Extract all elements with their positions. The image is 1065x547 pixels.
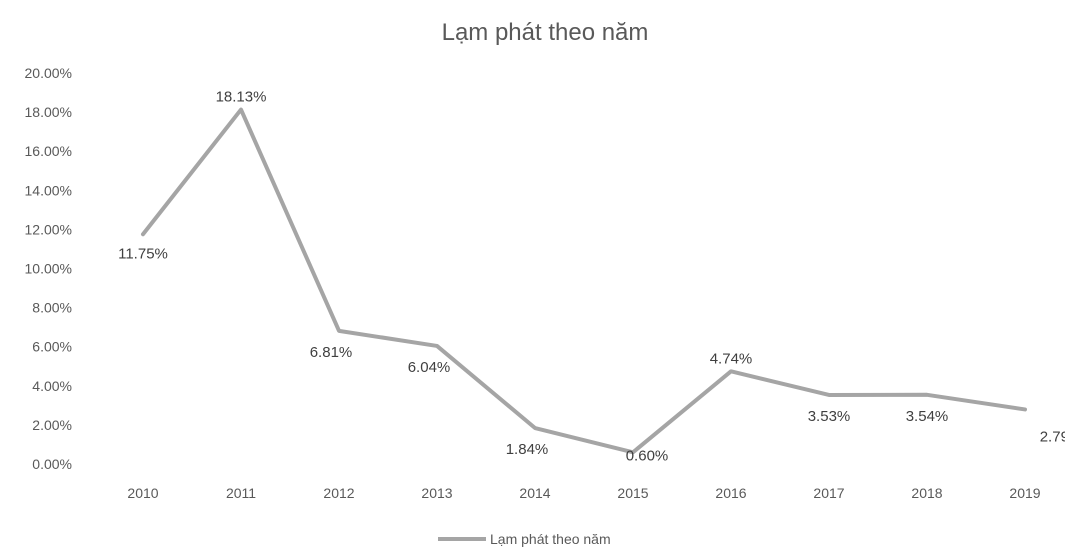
y-tick-label: 6.00%	[32, 339, 72, 355]
y-tick-label: 14.00%	[25, 182, 72, 198]
x-tick-label: 2016	[715, 485, 746, 501]
data-label: 4.74%	[710, 350, 753, 367]
data-label: 6.81%	[310, 344, 353, 361]
y-tick-label: 12.00%	[25, 221, 72, 237]
y-axis-ticks: 0.00% 2.00% 4.00% 6.00% 8.00% 10.00% 12.00% 14.…	[25, 65, 72, 472]
legend-label: Lạm phát theo năm	[490, 531, 611, 547]
data-label: 1.84%	[506, 441, 549, 458]
series-line	[141, 107, 1027, 455]
x-tick-label: 2011	[226, 485, 256, 501]
x-tick-label: 2014	[519, 485, 550, 501]
x-tick-label: 2017	[813, 485, 844, 501]
data-label: 2.79%	[1040, 428, 1065, 445]
y-tick-label: 20.00%	[25, 65, 72, 81]
data-label: 11.75%	[118, 245, 168, 262]
y-tick-label: 10.00%	[25, 261, 72, 277]
chart-title: Lạm phát theo năm	[442, 19, 649, 46]
y-tick-label: 2.00%	[32, 417, 72, 433]
y-tick-label: 16.00%	[25, 143, 72, 159]
y-tick-label: 0.00%	[32, 456, 72, 472]
x-axis-ticks: 2010 2011 2012 2013 2014 2015 2016 2017 2018 2019	[127, 485, 1040, 501]
data-label: 6.04%	[408, 359, 451, 376]
data-label: 3.53%	[808, 408, 851, 425]
x-tick-label: 2013	[421, 485, 452, 501]
x-tick-label: 2010	[127, 485, 158, 501]
data-labels: 11.75% 18.13% 6.81% 6.04% 1.84% 0.60% 4.74% 3.5…	[118, 89, 1065, 465]
x-tick-label: 2019	[1009, 485, 1040, 501]
y-tick-label: 4.00%	[32, 378, 72, 394]
y-tick-label: 8.00%	[32, 300, 72, 316]
data-label: 18.13%	[216, 89, 267, 106]
x-tick-label: 2015	[617, 485, 648, 501]
data-label: 0.60%	[626, 447, 669, 464]
y-tick-label: 18.00%	[25, 104, 72, 120]
series-group	[141, 107, 1027, 455]
data-label: 3.54%	[906, 408, 949, 425]
x-tick-label: 2018	[911, 485, 942, 501]
legend: Lạm phát theo năm	[438, 531, 611, 547]
x-tick-label: 2012	[323, 485, 354, 501]
